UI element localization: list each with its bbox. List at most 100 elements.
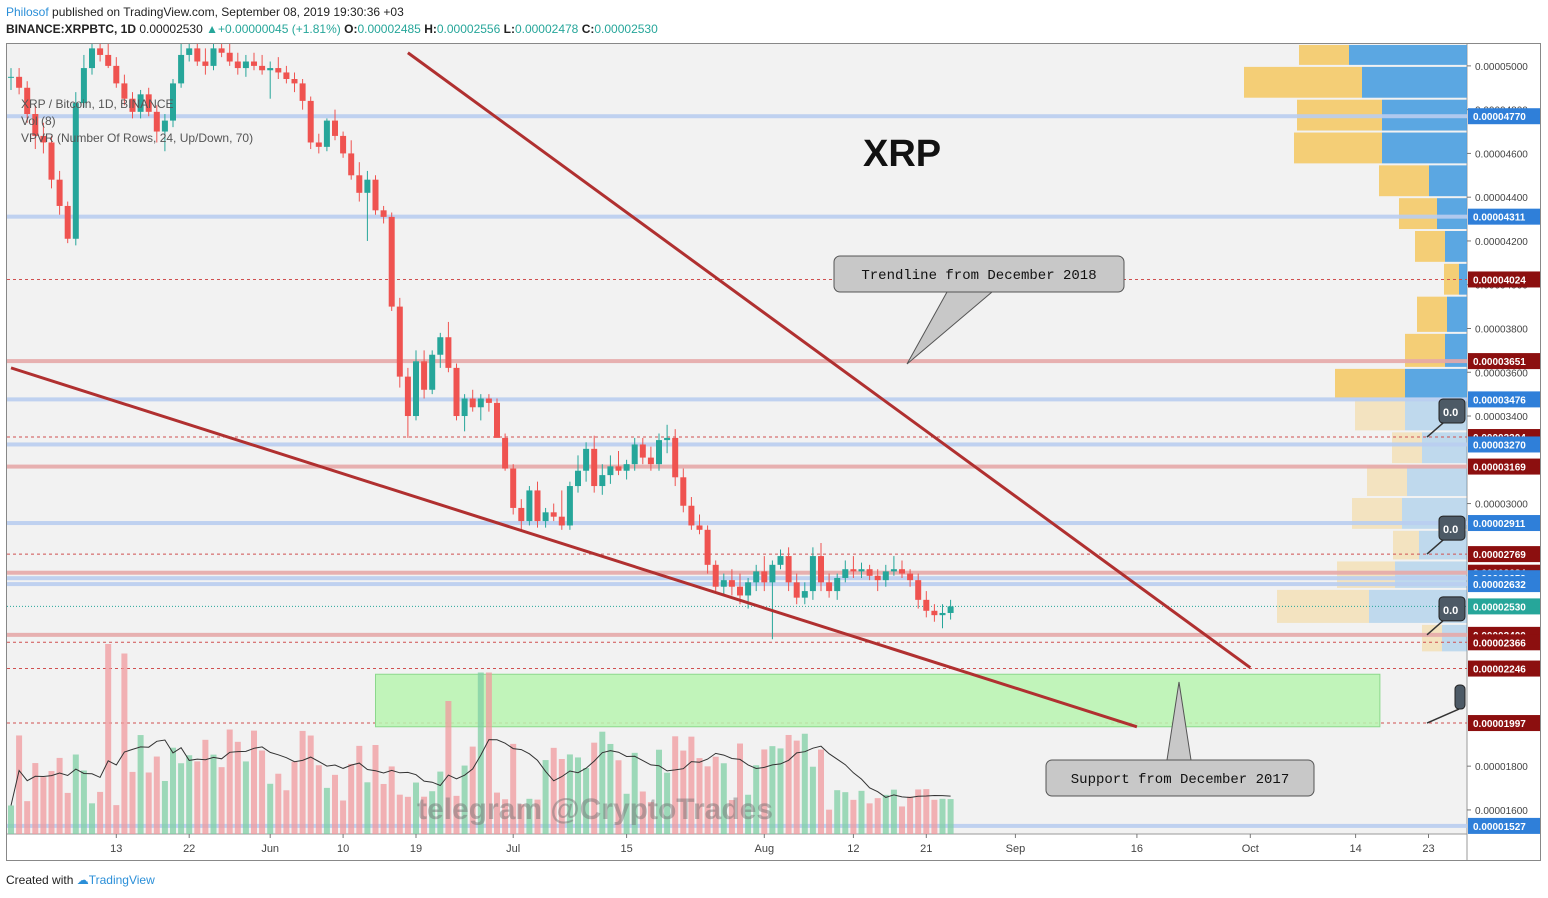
price-callout-box-2	[1438, 596, 1466, 622]
tradingview-link[interactable]: TradingView	[88, 873, 155, 887]
candle-body-8	[72, 103, 79, 239]
vpvr-down-17	[1277, 589, 1369, 623]
open-label: O:	[344, 22, 358, 36]
volume-bar-33	[275, 773, 282, 834]
volume-bar-18	[153, 756, 160, 834]
vpvr-down-11	[1355, 399, 1405, 431]
volume-bar-65	[534, 799, 541, 834]
vpvr-up-0	[1349, 45, 1467, 65]
candle-body-14	[121, 83, 128, 99]
chart-canvas[interactable]: telegram @CryptoTrades XRP Trendline fro…	[7, 33, 1540, 860]
support-callout[interactable]: Support from December 2017	[1045, 681, 1315, 797]
candle-body-50	[413, 361, 419, 417]
level-band-0	[7, 114, 1467, 119]
volume-bar-58	[477, 672, 484, 834]
volume-bar-77	[631, 752, 638, 834]
level-band-11	[7, 576, 1467, 581]
price-label-text-1: 0.00004311	[1473, 213, 1526, 224]
volume-bar-9	[80, 770, 87, 834]
level-band-8	[7, 521, 1467, 526]
vpvr-up-5	[1437, 198, 1467, 230]
footer: Created with ☁TradingView	[6, 873, 155, 887]
candle-body-91	[745, 582, 752, 596]
x-tick-label-8: 12	[847, 843, 859, 855]
candle-body-19	[161, 120, 168, 132]
candle-body-31	[259, 65, 266, 71]
chart-frame[interactable]: telegram @CryptoTrades XRP Trendline fro…	[6, 33, 1541, 861]
volume-bar-78	[639, 791, 646, 834]
volume-bar-79	[647, 802, 654, 834]
tradingview-logo-icon[interactable]: ☁	[76, 873, 89, 887]
candle-body-9	[80, 68, 87, 104]
candle-body-87	[712, 564, 719, 587]
candle-body-61	[502, 437, 509, 469]
support-zone-layer	[375, 673, 1381, 728]
price-change: +0.00000045 (+1.81%)	[218, 22, 341, 36]
candle-body-69	[566, 486, 573, 526]
author-name[interactable]: Philosof	[6, 5, 49, 19]
time-axis: 13 22 Jun 10 19 Jul 15 Aug 12 21 Sep 16 Oct 14 23	[110, 834, 1435, 855]
vpvr-up-9	[1445, 333, 1467, 367]
price-label-box-15	[1468, 634, 1540, 651]
price-label-text-9: 0.00002769	[1473, 550, 1526, 561]
y-tick-label-6: 0.00003800	[1475, 324, 1528, 335]
volume-bar-35	[291, 761, 298, 834]
candle-body-13	[113, 65, 120, 84]
legend-symbol[interactable]: XRP / Bitcoin, 1D, BINANCE	[21, 97, 174, 111]
candle-body-93	[761, 571, 768, 583]
level-band-6	[7, 442, 1467, 447]
candle-body-114	[931, 610, 938, 616]
price-callout-box-0	[1438, 398, 1466, 424]
volume-bar-105	[858, 790, 865, 834]
volume-bar-104	[850, 799, 857, 834]
volume-bar-56	[461, 765, 468, 834]
price-label-text-7: 0.00003169	[1473, 463, 1526, 474]
candle-body-49	[404, 376, 411, 417]
candle-body-16	[137, 94, 144, 112]
candle-body-106	[866, 569, 873, 576]
candle-body-81	[664, 437, 671, 441]
volume-bar-1	[16, 735, 23, 834]
price-callout-pointer-3	[1426, 708, 1460, 724]
y-tick-label-8: 0.00003400	[1475, 412, 1528, 423]
level-band-14	[7, 632, 1467, 637]
trendline-callout[interactable]: Trendline from December 2018	[833, 255, 1125, 365]
candle-body-66	[542, 512, 549, 522]
candle-body-48	[396, 306, 403, 377]
volume-bar-93	[761, 749, 768, 834]
legend-vpvr[interactable]: VPVR (Number Of Rows, 24, Up/Down, 70)	[21, 131, 254, 145]
legend-volume[interactable]: Vol (8)	[21, 114, 56, 128]
candle-body-94	[769, 564, 776, 583]
volume-bar-3	[32, 763, 39, 834]
volume-bar-20	[170, 747, 176, 834]
x-tick-label-10: Sep	[1006, 843, 1026, 855]
x-tick-label-3: 10	[337, 843, 349, 855]
candle-body-103	[842, 569, 849, 578]
level-band-3	[7, 359, 1467, 364]
price-label-text-12: 0.00002632	[1473, 580, 1526, 591]
candle-body-102	[834, 577, 841, 592]
candle-body-70	[575, 470, 581, 487]
chart-legend: XRP / Bitcoin, 1D, BINANCE Vol (8) VPVR …	[21, 96, 253, 147]
volume-bar-92	[753, 765, 760, 834]
volume-bar-30	[251, 730, 257, 834]
volume-bar-67	[550, 747, 557, 834]
volume-bar-36	[299, 730, 306, 834]
volume-bar-96	[785, 734, 792, 834]
vpvr-down-10	[1335, 368, 1405, 398]
volume-bar-55	[453, 795, 460, 834]
price-label-text-6: 0.00003270	[1473, 440, 1526, 451]
candle-body-62	[510, 468, 517, 508]
vpvr-up-3	[1382, 132, 1467, 164]
volume-bar-41	[340, 800, 347, 834]
volume-bar-90	[737, 743, 743, 834]
candle-body-30	[251, 61, 257, 66]
vpvr-down-0	[1299, 45, 1349, 65]
price-label-box-0	[1468, 108, 1540, 125]
price-label-text-2: 0.00004024	[1473, 275, 1526, 286]
candle-body-84	[688, 505, 695, 526]
level-band-4	[7, 397, 1467, 402]
candle-body-41	[340, 135, 347, 154]
volume-bar-99	[809, 766, 816, 834]
vpvr-down-18	[1422, 624, 1442, 652]
